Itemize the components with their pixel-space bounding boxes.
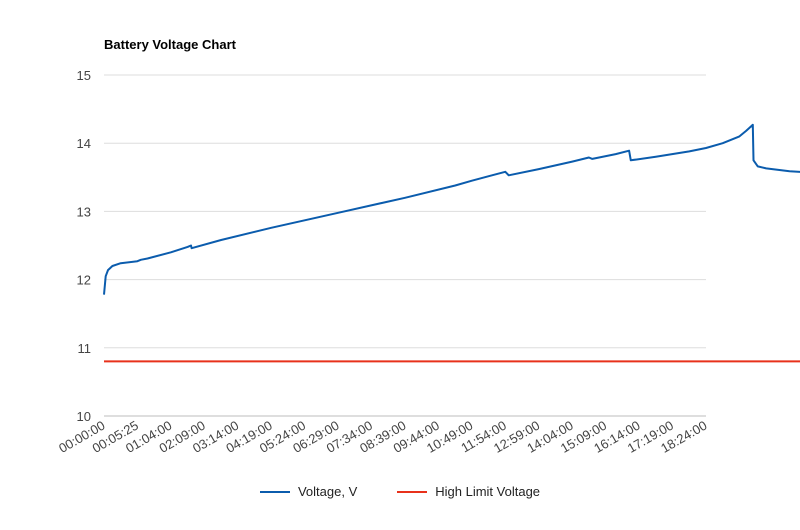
y-tick-label: 13: [77, 204, 91, 219]
legend-item-voltage[interactable]: Voltage, V: [259, 484, 358, 499]
y-tick-label: 12: [77, 273, 91, 288]
y-tick-label: 15: [77, 68, 91, 83]
legend-swatch-high-limit: [397, 490, 428, 493]
y-tick-label: 10: [77, 409, 91, 424]
y-tick-label: 14: [77, 136, 91, 151]
series-line-voltage: [103, 123, 800, 295]
y-tick-label: 11: [78, 341, 92, 356]
chart-title: Battery Voltage Chart: [104, 37, 236, 52]
legend-swatch-voltage: [259, 490, 290, 493]
legend: Voltage, V High Limit Voltage: [0, 484, 800, 499]
legend-label-high-limit: High Limit Voltage: [435, 484, 541, 499]
legend-label-voltage: Voltage, V: [297, 484, 358, 499]
legend-item-high-limit[interactable]: High Limit Voltage: [397, 484, 540, 499]
